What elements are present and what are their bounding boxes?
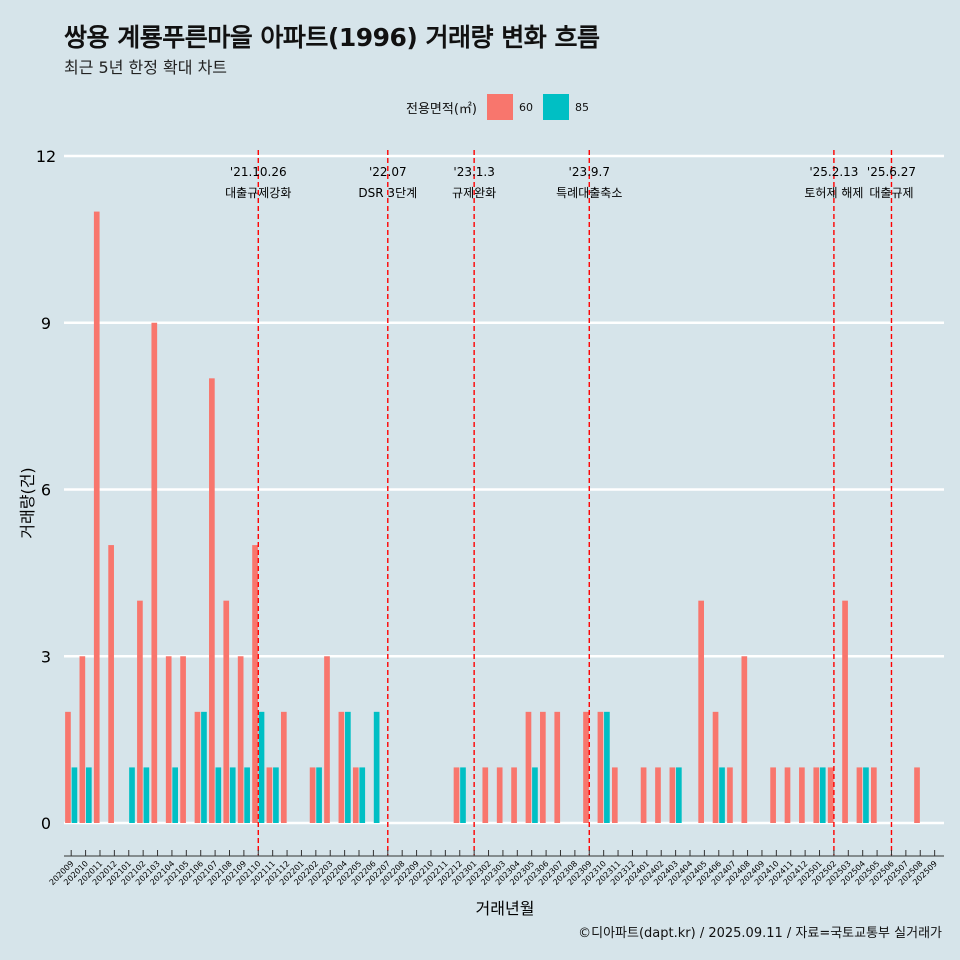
y-tick-label: 6 bbox=[41, 481, 51, 500]
bar-60-202106 bbox=[194, 711, 201, 823]
bar-60-202110 bbox=[252, 545, 258, 823]
bar-85-202310 bbox=[604, 711, 610, 823]
y-tick-label: 12 bbox=[36, 147, 56, 166]
bar-60-202010 bbox=[79, 656, 86, 823]
y-tick-label: 0 bbox=[41, 814, 51, 833]
bar-60-202105 bbox=[180, 656, 186, 823]
bar-60-202204 bbox=[338, 711, 345, 823]
legend-label-60: 60 bbox=[518, 100, 533, 114]
y-tick-label: 9 bbox=[41, 314, 51, 333]
bar-60-202107 bbox=[209, 378, 215, 823]
bar-85-202212 bbox=[460, 767, 466, 823]
legend-title: 전용면적(㎡) bbox=[406, 101, 477, 117]
y-tick-label: 3 bbox=[41, 647, 51, 666]
bar-85-202111 bbox=[273, 767, 279, 823]
bar-60-202302 bbox=[482, 767, 489, 823]
bar-60-202406 bbox=[712, 711, 719, 823]
bar-60-202311 bbox=[611, 767, 618, 823]
bar-60-202304 bbox=[511, 767, 517, 823]
y-axis-label: 거래량(건) bbox=[18, 467, 37, 538]
bar-85-202102 bbox=[143, 767, 150, 823]
x-axis-label: 거래년월 bbox=[476, 899, 535, 918]
bar-60-202502 bbox=[827, 767, 834, 823]
chart-title: 쌍용 계룡푸른마을 아파트(1996) 거래량 변화 흐름 bbox=[64, 23, 600, 52]
bar-60-202303 bbox=[496, 767, 503, 823]
bar-60-202203 bbox=[324, 656, 330, 823]
bar-60-202009 bbox=[65, 711, 71, 823]
bars bbox=[65, 211, 920, 824]
bar-60-202309 bbox=[583, 711, 589, 823]
legend-swatch-60 bbox=[486, 94, 513, 120]
event-text-label: 대출규제 bbox=[869, 186, 913, 200]
bar-85-202107 bbox=[215, 767, 222, 823]
bar-85-202110 bbox=[258, 711, 265, 823]
bar-60-202108 bbox=[223, 600, 230, 823]
bar-85-202305 bbox=[532, 767, 538, 823]
bar-85-202106 bbox=[201, 711, 207, 823]
bar-85-202206 bbox=[373, 711, 380, 823]
bar-85-202010 bbox=[85, 767, 92, 823]
event-text-label: 대출규제강화 bbox=[225, 186, 291, 200]
bar-60-202112 bbox=[280, 711, 287, 823]
legend-swatch-85 bbox=[542, 94, 569, 120]
bar-60-202310 bbox=[597, 711, 604, 823]
event-date-label: '23.1.3 bbox=[453, 165, 494, 179]
event-date-label: '23.9.7 bbox=[569, 165, 610, 179]
bar-60-202504 bbox=[856, 767, 863, 823]
bar-60-202111 bbox=[266, 767, 273, 823]
bar-85-202204 bbox=[345, 711, 351, 823]
bar-60-202503 bbox=[842, 600, 848, 823]
bar-60-202410 bbox=[770, 767, 776, 823]
bar-60-202202 bbox=[309, 767, 316, 823]
bar-60-202408 bbox=[741, 656, 748, 823]
event-date-label: '22.07 bbox=[369, 165, 407, 179]
bar-60-202104 bbox=[165, 656, 172, 823]
bar-60-202212 bbox=[453, 767, 460, 823]
bar-85-202202 bbox=[316, 767, 322, 823]
legend-label-85: 85 bbox=[574, 100, 589, 114]
axes: 0369122020092020102020112020122021012021… bbox=[36, 147, 944, 887]
bar-60-202407 bbox=[727, 767, 733, 823]
bar-60-202102 bbox=[137, 600, 143, 823]
bar-85-202406 bbox=[719, 767, 725, 823]
bar-60-202505 bbox=[871, 767, 877, 823]
bar-60-202103 bbox=[151, 322, 158, 823]
bar-60-202402 bbox=[655, 767, 661, 823]
event-date-label: '21.10.26 bbox=[230, 165, 287, 179]
event-text-label: 토허제 해제 bbox=[804, 186, 863, 200]
event-date-label: '25.6.27 bbox=[867, 165, 916, 179]
event-text-label: DSR 3단계 bbox=[358, 186, 417, 200]
bar-60-202411 bbox=[784, 767, 791, 823]
bar-85-202403 bbox=[676, 767, 682, 823]
bar-60-202012 bbox=[108, 545, 114, 823]
bar-60-202306 bbox=[540, 711, 546, 823]
bar-85-202501 bbox=[819, 767, 826, 823]
bar-60-202501 bbox=[813, 767, 820, 823]
bar-60-202205 bbox=[352, 767, 359, 823]
bar-60-202401 bbox=[640, 767, 647, 823]
event-text-label: 규제완화 bbox=[452, 186, 496, 200]
bar-60-202508 bbox=[914, 767, 920, 823]
bar-60-202405 bbox=[698, 600, 704, 823]
bar-85-202109 bbox=[244, 767, 250, 823]
chart-subtitle: 최근 5년 한정 확대 차트 bbox=[64, 58, 228, 77]
legend: 전용면적(㎡) 60 85 bbox=[406, 94, 599, 120]
bar-60-202403 bbox=[669, 767, 676, 823]
bar-60-202109 bbox=[237, 656, 244, 823]
bar-85-202108 bbox=[229, 767, 236, 823]
bar-85-202009 bbox=[71, 767, 78, 823]
bar-60-202412 bbox=[799, 767, 805, 823]
bar-85-202205 bbox=[359, 767, 366, 823]
bar-85-202101 bbox=[129, 767, 135, 823]
source-caption: ©디아파트(dapt.kr) / 2025.09.11 / 자료=국토교통부 실… bbox=[578, 926, 942, 941]
bar-60-202305 bbox=[525, 711, 532, 823]
bar-60-202307 bbox=[554, 711, 561, 823]
bar-60-202011 bbox=[93, 211, 100, 824]
bar-85-202504 bbox=[863, 767, 869, 823]
bar-85-202104 bbox=[172, 767, 179, 823]
event-markers: '21.10.26 대출규제강화 '22.07 DSR 3단계 '23.1.3 규제완화 '… bbox=[225, 150, 916, 855]
event-date-label: '25.2.13 bbox=[809, 165, 858, 179]
event-text-label: 특례대출축소 bbox=[556, 186, 622, 200]
